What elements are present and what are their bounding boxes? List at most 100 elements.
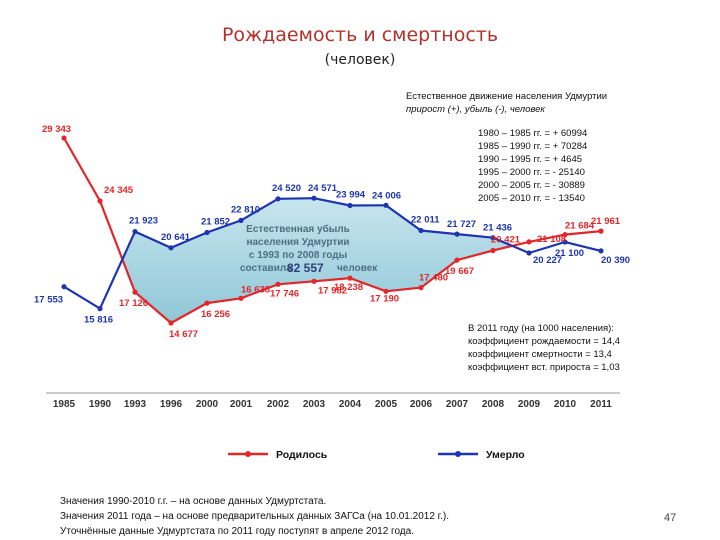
births-point xyxy=(311,278,317,284)
x-tick-label: 1996 xyxy=(160,399,183,410)
births-data-label: 17 480 xyxy=(419,273,448,284)
births-data-label: 29 343 xyxy=(42,124,71,135)
x-tick-label: 2008 xyxy=(482,399,505,410)
legend-marker xyxy=(455,451,461,457)
deaths-point xyxy=(204,229,210,236)
area-annotation-line: составила xyxy=(240,263,292,274)
births-data-label: 24 345 xyxy=(104,185,134,196)
deaths-point xyxy=(132,229,138,235)
natural-movement-note: Естественное движение населения Удмуртии… xyxy=(406,90,607,116)
deaths-point xyxy=(275,196,281,202)
x-tick-label: 2006 xyxy=(410,399,433,410)
births-point xyxy=(490,247,496,254)
page-number: 47 xyxy=(664,512,677,524)
births-point xyxy=(347,275,353,281)
footer-line: Значения 2011 года – на основе предварит… xyxy=(60,511,449,522)
x-tick-label: 2005 xyxy=(375,399,398,410)
footer-line: Значения 1990-2010 г.г. – на основе данн… xyxy=(60,496,327,507)
x-tick-label: 2003 xyxy=(303,399,326,410)
natural-movement-header: Естественное движение населения Удмуртии xyxy=(406,91,608,102)
stats-2011-line: коэффициент вст. прироста = 1,03 xyxy=(468,362,620,373)
births-data-label: 17 982 xyxy=(318,285,347,296)
births-data-label: 16 638 xyxy=(241,284,270,295)
deaths-point xyxy=(454,231,460,237)
deaths-data-label: 20 390 xyxy=(601,255,630,266)
births-data-label: 18 238 xyxy=(334,282,363,293)
deaths-data-label: 21 436 xyxy=(483,223,512,234)
births-point xyxy=(97,198,103,204)
area-annotation-line: населения Удмуртии xyxy=(246,237,349,248)
natural-movement-subheader: прирост (+), убыль (-), человек xyxy=(406,104,545,115)
footer-line: Уточнённые данные Удмуртстата по 2011 го… xyxy=(60,526,414,537)
deaths-point xyxy=(168,245,174,251)
x-tick-label: 1993 xyxy=(124,399,147,410)
deaths-point xyxy=(311,195,317,201)
deaths-data-label: 20 641 xyxy=(161,232,191,243)
births-data-label: 19 667 xyxy=(445,266,474,277)
deaths-data-label: 20 227 xyxy=(533,255,562,266)
births-data-label: 17 126 xyxy=(119,298,148,309)
births-data-label: 21 108 xyxy=(537,234,566,245)
births-data-label: 17 190 xyxy=(370,293,399,304)
footer-notes: Значения 1990-2010 г.г. – на основе данн… xyxy=(60,494,449,539)
area-annotation-unit: человек xyxy=(337,263,378,274)
births-data-label: 17 746 xyxy=(270,288,299,299)
area-annotation-line: с 1993 по 2008 годы xyxy=(249,250,347,261)
deaths-data-label: 15 816 xyxy=(84,315,113,326)
births-data-label: 14 677 xyxy=(169,329,198,340)
births-point xyxy=(275,281,281,287)
legend-label: Родилось xyxy=(276,449,328,461)
stats-2011-line: коэффициент рождаемости = 14,4 xyxy=(468,336,621,347)
x-tick-label: 2004 xyxy=(339,399,362,410)
births-point xyxy=(168,320,174,326)
deaths-point xyxy=(418,227,424,234)
births-point xyxy=(562,232,568,238)
deaths-data-label: 17 553 xyxy=(34,295,63,306)
births-point xyxy=(454,257,460,263)
x-tick-label: 2009 xyxy=(518,399,541,410)
x-tick-label: 2010 xyxy=(554,399,577,410)
period-balance-item: 1985 – 1990 гг. = + 70284 xyxy=(478,141,588,152)
births-data-label: 20 421 xyxy=(491,235,521,246)
deaths-data-label: 24 571 xyxy=(308,183,338,194)
deaths-point xyxy=(347,202,353,209)
stats-2011-line: В 2011 году (на 1000 населения): xyxy=(468,323,614,334)
area-annotation-value: 82 557 xyxy=(287,261,324,275)
births-point xyxy=(61,135,67,141)
deaths-point xyxy=(383,202,389,208)
x-tick-label: 2000 xyxy=(196,399,219,410)
deaths-data-label: 24 006 xyxy=(372,190,401,201)
births-point xyxy=(418,285,424,291)
deaths-data-label: 21 727 xyxy=(447,219,476,230)
period-balance-item: 2000 – 2005 гг. = - 30889 xyxy=(478,180,585,191)
stats-2011-line: коэффициент смертности = 13,4 xyxy=(468,349,612,360)
x-tick-label: 1990 xyxy=(89,399,112,410)
deaths-data-label: 24 520 xyxy=(272,183,301,194)
x-tick-label: 2001 xyxy=(230,399,253,410)
deaths-point xyxy=(598,248,604,254)
period-balance-item: 2005 – 2010 гг. = - 13540 xyxy=(478,193,585,204)
births-point xyxy=(526,239,532,245)
deaths-point xyxy=(526,250,532,256)
period-balance-item: 1990 – 1995 гг. = + 4645 xyxy=(478,154,583,165)
deaths-data-label: 21 923 xyxy=(129,216,158,227)
legend-marker xyxy=(245,451,251,457)
births-point xyxy=(383,288,389,294)
stats-2011-note: В 2011 году (на 1000 населения): коэффиц… xyxy=(468,322,620,374)
deaths-point xyxy=(61,284,67,290)
deaths-point xyxy=(238,217,244,223)
births-data-label: 21 684 xyxy=(565,221,595,232)
x-tick-label: 1985 xyxy=(53,399,76,410)
deaths-point xyxy=(562,239,568,245)
births-point xyxy=(598,228,604,234)
deaths-data-label: 22 011 xyxy=(411,215,440,226)
births-data-label: 16 256 xyxy=(201,309,230,320)
period-balance-list: 1980 – 1985 гг. = + 60994 1985 – 1990 гг… xyxy=(478,127,587,205)
deaths-series-line xyxy=(63,197,602,311)
deaths-data-label: 23 994 xyxy=(336,190,366,201)
births-point xyxy=(238,295,244,301)
deaths-point xyxy=(490,235,496,241)
deaths-point xyxy=(97,306,103,312)
legend-label: Умерло xyxy=(486,449,525,461)
